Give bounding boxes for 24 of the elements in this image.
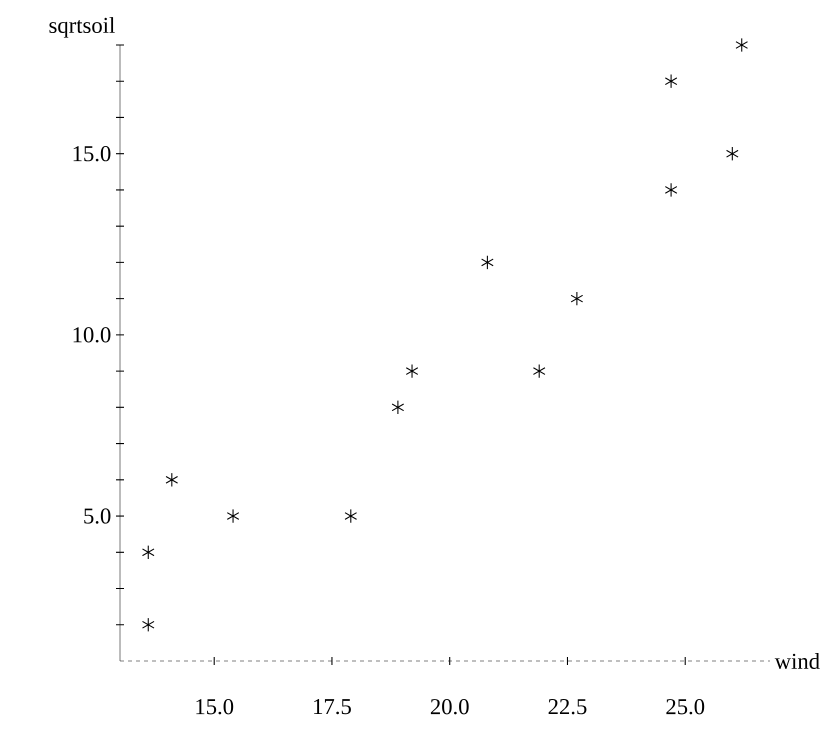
y-tick-label: 10.0 bbox=[74, 327, 110, 343]
point bbox=[532, 364, 546, 378]
x-tick-label: 25.0 bbox=[666, 699, 704, 714]
point bbox=[142, 545, 155, 560]
point bbox=[481, 255, 494, 270]
point bbox=[570, 291, 584, 306]
x-axis-title: wind bbox=[774, 653, 820, 669]
point bbox=[344, 508, 358, 524]
x-tick-label: 22.5 bbox=[548, 699, 586, 714]
x-tick-label: 17.5 bbox=[314, 699, 351, 714]
point bbox=[392, 400, 404, 415]
y-tick-label: 15.0 bbox=[74, 146, 110, 162]
point bbox=[735, 38, 748, 52]
point bbox=[726, 146, 739, 161]
point bbox=[406, 364, 418, 378]
point bbox=[166, 472, 178, 488]
point bbox=[664, 74, 678, 88]
point bbox=[226, 508, 240, 524]
x-tick-label: 20.0 bbox=[430, 699, 469, 714]
point bbox=[142, 618, 155, 632]
x-tick-label: 15.0 bbox=[196, 699, 234, 714]
y-tick-label: 5.0 bbox=[84, 508, 110, 524]
point bbox=[664, 182, 678, 198]
y-axis-title: sqrtsoil bbox=[49, 17, 115, 38]
